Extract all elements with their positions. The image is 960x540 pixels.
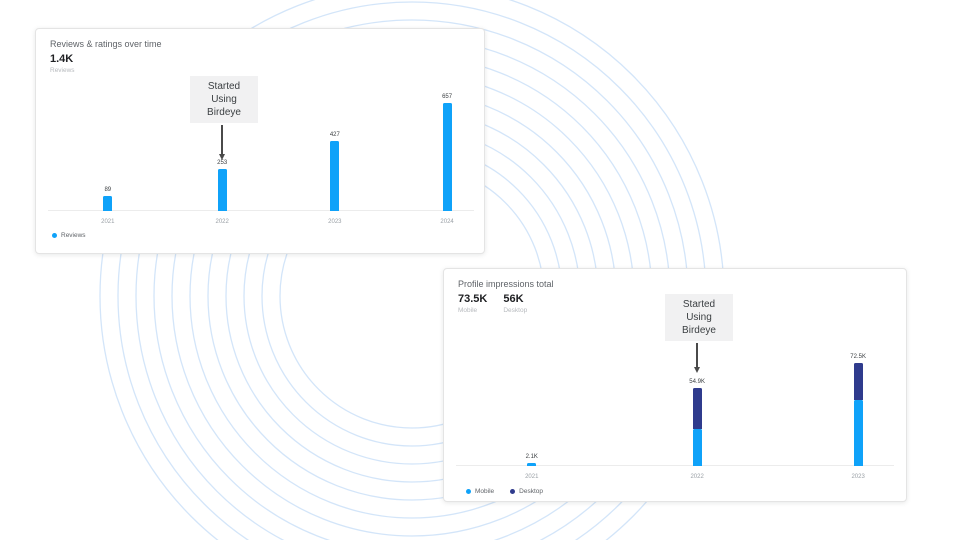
x-axis-label: 2023 <box>851 474 865 480</box>
bar-value-label: 2.1K <box>525 454 538 461</box>
card-title: Profile impressions total <box>458 279 554 289</box>
x-axis-label: 2021 <box>101 219 115 225</box>
reviews-ratings-card: Reviews & ratings over time 1.4K Reviews… <box>35 28 485 254</box>
bar-value-label: 427 <box>329 131 340 138</box>
x-axis-line <box>48 210 474 211</box>
reviews-bar-chart: 89 2021 253 2022 427 2023 657 2024 <box>48 94 474 225</box>
x-axis-label: 2023 <box>328 219 342 225</box>
bar-mobile-2022[interactable] <box>692 429 702 466</box>
legend-item-desktop[interactable]: Desktop <box>510 488 543 495</box>
callout-arrow-line <box>696 343 698 367</box>
callout-arrow-line <box>221 125 223 154</box>
metric-mobile: 73.5K Mobile <box>458 293 487 314</box>
bar-value-label: 89 <box>104 187 112 194</box>
profile-impressions-card: Profile impressions total 73.5K Mobile 5… <box>443 268 907 502</box>
chart-legend: Mobile Desktop <box>466 488 543 495</box>
bar-desktop-2022[interactable] <box>692 388 702 430</box>
bar-value-label: 253 <box>217 160 228 167</box>
metric-value: 1.4K <box>50 53 74 65</box>
bar-value-label: 657 <box>442 94 453 100</box>
bar-desktop-2023[interactable] <box>853 363 863 400</box>
bar-value-label: 54.9K <box>689 379 705 386</box>
bar-mobile-2021[interactable] <box>527 463 537 466</box>
callout-arrow-head-icon <box>218 154 225 160</box>
metric-desktop: 56K Desktop <box>503 293 527 314</box>
legend-item-reviews[interactable]: Reviews <box>52 232 86 239</box>
chart-legend: Reviews <box>52 232 86 239</box>
callout-line: Using <box>211 94 237 105</box>
metric-value: 73.5K <box>458 293 488 305</box>
callout-line: Birdeye <box>207 107 241 118</box>
callout-line: Using <box>686 312 712 323</box>
started-using-birdeye-callout: Started Using Birdeye <box>190 76 258 123</box>
callout-line: Started <box>682 299 716 310</box>
callout-arrow-head-icon <box>693 367 700 373</box>
x-axis-line <box>456 465 894 466</box>
legend-label: Mobile <box>475 488 495 495</box>
bar-reviews-2023[interactable] <box>330 140 340 211</box>
started-using-birdeye-callout: Started Using Birdeye <box>665 294 733 341</box>
x-axis-label: 2024 <box>440 219 454 225</box>
legend-dot-icon <box>510 489 516 494</box>
headline-metrics: 73.5K Mobile 56K Desktop <box>458 293 527 314</box>
legend-dot-icon <box>52 233 57 238</box>
bar-reviews-2021[interactable] <box>103 196 113 211</box>
headline-metrics: 1.4K Reviews <box>50 53 75 74</box>
x-axis-label: 2022 <box>215 219 229 225</box>
callout-line: Birdeye <box>682 325 716 336</box>
impressions-stacked-bar-chart: 2.1K 2021 54.9K 2022 72.5K 2023 <box>456 349 894 480</box>
legend-item-mobile[interactable]: Mobile <box>466 488 494 495</box>
card-title: Reviews & ratings over time <box>50 39 162 49</box>
bar-mobile-2023[interactable] <box>853 399 863 466</box>
callout-line: Started <box>207 81 241 92</box>
metric-value: 56K <box>503 293 524 305</box>
metric-label: Reviews <box>50 67 75 74</box>
x-axis-label: 2022 <box>690 474 704 480</box>
bar-reviews-2024[interactable] <box>442 103 452 211</box>
metric-label: Mobile <box>458 307 478 314</box>
legend-label: Reviews <box>61 232 86 239</box>
metric-reviews: 1.4K Reviews <box>50 53 75 74</box>
x-axis-label: 2021 <box>525 474 539 480</box>
bar-value-label: 72.5K <box>850 354 866 360</box>
metric-label: Desktop <box>503 307 528 314</box>
legend-label: Desktop <box>519 488 544 495</box>
bar-reviews-2022[interactable] <box>217 169 227 211</box>
legend-dot-icon <box>466 489 471 494</box>
